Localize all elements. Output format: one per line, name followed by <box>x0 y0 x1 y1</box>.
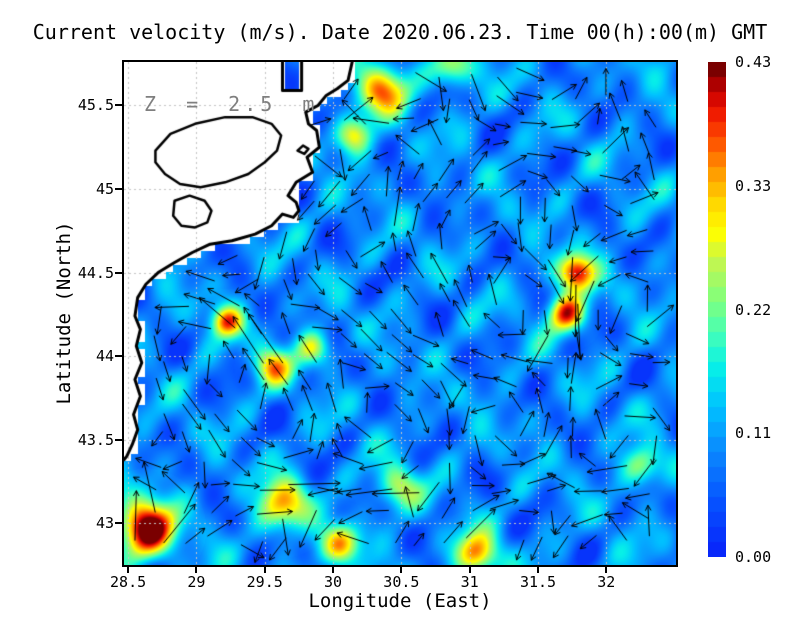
x-tick-label: 31.5 <box>519 573 557 591</box>
x-tick-mark <box>263 567 266 573</box>
x-tick-mark <box>537 567 539 573</box>
x-tick-mark <box>400 567 403 573</box>
colorbar <box>708 62 726 557</box>
plot-area: Z = 2.5 m <box>122 60 678 567</box>
colorbar-tick-label: 0.33 <box>735 176 772 195</box>
x-tick-mark <box>195 567 198 573</box>
x-tick-mark <box>605 567 608 573</box>
y-tick-mark <box>115 438 122 441</box>
x-axis-label: Longitude (East) <box>308 590 492 612</box>
y-tick-mark <box>115 188 122 190</box>
y-tick-mark <box>115 355 122 358</box>
x-tick-label: 30.5 <box>383 573 420 591</box>
x-tick-label: 29.5 <box>246 573 283 591</box>
x-tick-label: 28.5 <box>110 573 147 591</box>
plot-title: Current velocity (m/s). Date 2020.06.23.… <box>32 20 768 44</box>
x-tick-mark <box>468 567 471 573</box>
y-tick-label: 45.5 <box>77 96 114 115</box>
colorbar-tick-label: 0.43 <box>735 53 772 71</box>
colorbar-tick-label: 0.11 <box>735 424 772 443</box>
x-tick-label: 30 <box>324 573 343 591</box>
y-tick-mark <box>115 104 122 107</box>
x-tick-mark <box>127 567 130 573</box>
velocity-map-canvas <box>124 62 676 565</box>
x-tick-label: 31 <box>460 573 479 591</box>
y-tick-label: 45 <box>95 180 114 198</box>
colorbar-tick-label: 0.22 <box>735 300 772 319</box>
y-tick-label: 43 <box>95 514 114 533</box>
depth-annotation: Z = 2.5 m <box>144 92 319 116</box>
y-tick-mark <box>115 271 122 274</box>
y-axis-label: Latitude (North) <box>53 221 75 405</box>
y-tick-label: 44.5 <box>77 263 114 282</box>
y-tick-mark <box>115 522 122 525</box>
x-tick-label: 29 <box>187 573 206 591</box>
y-tick-label: 43.5 <box>77 430 114 449</box>
x-tick-mark <box>332 567 335 573</box>
colorbar-tick-label: 0.00 <box>735 548 772 566</box>
y-tick-label: 44 <box>95 347 114 366</box>
x-tick-label: 32 <box>597 573 616 591</box>
